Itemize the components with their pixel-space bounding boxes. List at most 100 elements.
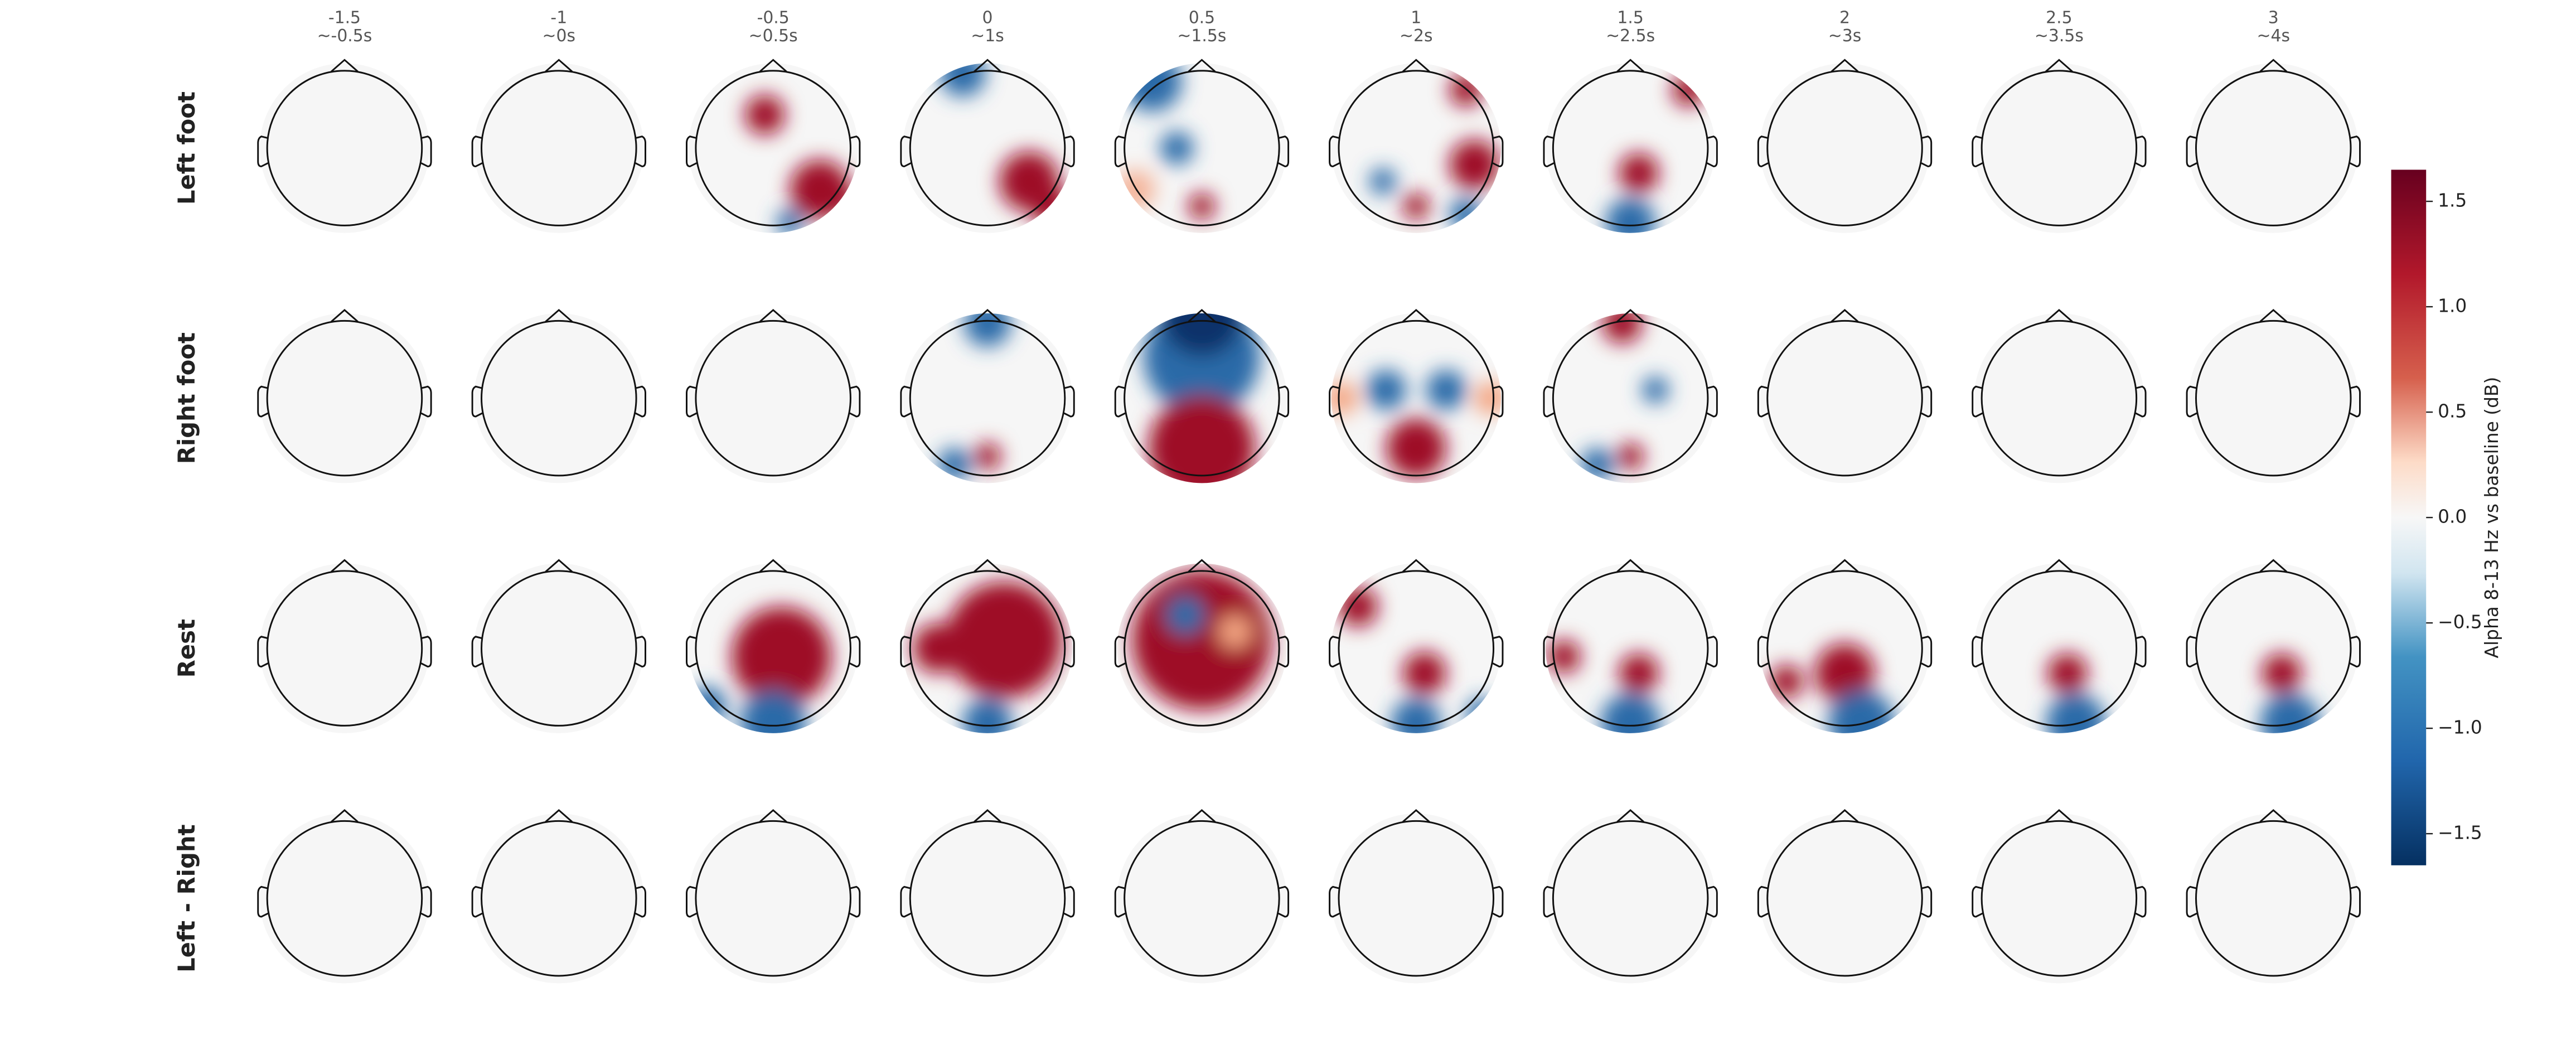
activity-blob (732, 607, 832, 707)
ear-right (1278, 385, 1290, 418)
ear-left (1114, 385, 1126, 418)
column-sublabel: ~1.5s (1177, 26, 1226, 46)
ear-right (1063, 135, 1075, 167)
column-sublabel: ~2.5s (1606, 26, 1655, 46)
head-outline (1124, 820, 1280, 977)
head-outline (1766, 70, 1923, 226)
activity-blob (1188, 193, 1216, 220)
topomap (686, 308, 861, 483)
activity-blob (688, 686, 727, 727)
nose (1616, 809, 1645, 823)
ear-right (1921, 636, 1933, 667)
ear-right (635, 135, 646, 167)
nose (545, 59, 573, 72)
activity-blur (1331, 370, 1501, 478)
nose (1188, 59, 1216, 72)
nose (1402, 308, 1430, 322)
head-outline (695, 70, 851, 226)
column-sublabel: ~3.5s (2035, 26, 2084, 46)
colorbar-tick-label: 1.0 (2438, 296, 2467, 317)
column-sublabel: ~0s (543, 26, 576, 46)
head-outline (1766, 570, 1923, 727)
activity (744, 95, 856, 233)
column-label: 1 (1411, 8, 1421, 27)
head-outline (2195, 70, 2352, 226)
topomap (2186, 59, 2361, 233)
nose (759, 308, 787, 322)
ear-left (471, 885, 483, 918)
scalp-map (259, 813, 430, 984)
scalp-map (1545, 563, 1716, 733)
head-outline (1981, 820, 2138, 977)
row-label: Left - Right (173, 824, 200, 972)
nose (331, 809, 359, 823)
head-outline (1552, 320, 1709, 477)
head-outline (695, 570, 851, 727)
ear-right (635, 885, 646, 918)
nose (1188, 809, 1216, 823)
colorbar-label: Alpha 8-13 Hz vs baseline (dB) (2481, 377, 2502, 659)
scalp-map (2188, 813, 2359, 984)
column-label: 0.5 (1189, 8, 1215, 27)
activity (1143, 313, 1260, 483)
ear-right (635, 636, 646, 667)
scalp-map (259, 563, 430, 733)
scalp-map (1974, 313, 2144, 483)
activity-blob (739, 690, 807, 733)
column-sublabel: ~2s (1400, 26, 1433, 46)
ear-left (1329, 135, 1340, 167)
head-outline (481, 820, 637, 977)
column-label: 3 (2268, 8, 2279, 27)
nose (759, 809, 787, 823)
ear-right (849, 885, 861, 918)
activity-blob (1148, 395, 1255, 483)
column-label: 1.5 (1617, 8, 1643, 27)
activity (688, 607, 832, 733)
ear-right (849, 385, 861, 418)
ear-right (1278, 636, 1290, 667)
colorbar-tick-label: 0.0 (2438, 506, 2467, 528)
activity-blob (2047, 653, 2088, 694)
activity-blob (1814, 643, 1875, 704)
topomap (2186, 308, 2361, 483)
ear-right (849, 636, 861, 667)
topomap (1329, 559, 1504, 733)
ear-left (1972, 385, 1983, 418)
nose (2045, 559, 2073, 573)
head-outline (481, 320, 637, 477)
ear-left (900, 885, 912, 918)
column-label: -1.5 (328, 8, 361, 27)
topomap (900, 809, 1075, 984)
scalp-map (259, 313, 430, 483)
nose (1402, 59, 1430, 72)
topomap (471, 809, 646, 984)
ear-right (1492, 885, 1504, 918)
scalp-map (1974, 63, 2144, 233)
ear-left (1972, 885, 1983, 918)
ear-right (2349, 135, 2361, 167)
nose (1831, 59, 1859, 72)
nose (331, 559, 359, 573)
column-label: 0 (982, 8, 993, 27)
scalp-map (1974, 813, 2144, 984)
scalp-map (1545, 63, 1716, 233)
ear-right (1063, 885, 1075, 918)
scalp-map (1760, 313, 1930, 483)
activity-blob (1402, 193, 1430, 220)
activity-blob (1547, 640, 1581, 674)
head-outline (1981, 70, 2138, 226)
head-outline (1766, 320, 1923, 477)
ear-left (257, 385, 269, 418)
topomap (1972, 59, 2147, 233)
activity-blob (1366, 370, 1406, 410)
ear-right (849, 135, 861, 167)
head-outline (1552, 820, 1709, 977)
ear-right (1706, 885, 1718, 918)
activity-blur (688, 607, 832, 733)
scalp-map (2188, 313, 2359, 483)
activity-blob (1117, 170, 1155, 210)
activity-blob (974, 443, 1001, 470)
topomap (1972, 308, 2147, 483)
column-label: 2.5 (2046, 8, 2072, 27)
